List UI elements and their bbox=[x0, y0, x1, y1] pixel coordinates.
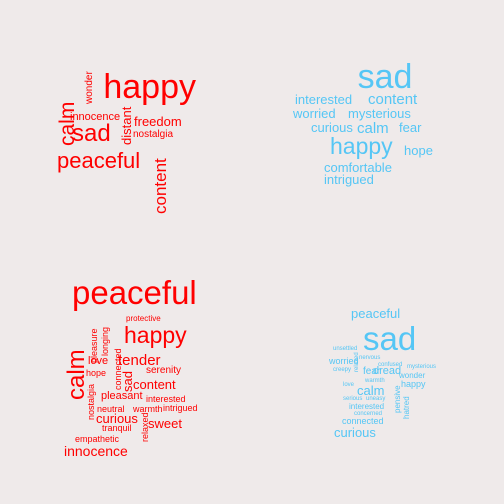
word-hatred: hatred bbox=[402, 396, 411, 419]
word-content: content bbox=[133, 377, 176, 392]
word-confused: confused bbox=[378, 362, 402, 368]
word-peaceful: peaceful bbox=[57, 148, 140, 173]
word-nostalgia: nostalgia bbox=[86, 384, 96, 420]
word-happy: happy bbox=[124, 322, 187, 348]
word-happy: happy bbox=[401, 379, 426, 389]
word-warmth: warmth bbox=[132, 404, 163, 414]
word-peaceful: peaceful bbox=[72, 274, 197, 311]
word-unsettled: unsettled bbox=[333, 346, 357, 352]
word-nervous: nervous bbox=[359, 355, 380, 361]
word-wonder: wonder bbox=[84, 71, 95, 105]
word-calm: calm bbox=[56, 102, 79, 146]
word-calm: calm bbox=[357, 120, 389, 137]
word-dread: dread bbox=[373, 365, 401, 377]
word-pleasant: pleasant bbox=[101, 390, 143, 402]
word-protective: protective bbox=[126, 314, 161, 323]
word-nostalgia: nostalgia bbox=[133, 129, 173, 140]
word-content: content bbox=[151, 158, 170, 214]
word-pleasure: pleasure bbox=[89, 328, 99, 363]
word-fear: fear bbox=[363, 366, 381, 377]
word-interested: interested bbox=[146, 394, 186, 404]
word-curious: curious bbox=[96, 411, 138, 426]
word-creepy: creepy bbox=[333, 367, 351, 373]
word-longing: longing bbox=[100, 327, 110, 356]
word-warmth: warmth bbox=[364, 378, 385, 384]
word-neutral: neutral bbox=[97, 404, 125, 414]
word-intrigued: intrigued bbox=[163, 403, 198, 413]
wordcloud-panel-top-right: sad interested content worried mysteriouscur… bbox=[292, 58, 433, 187]
word-sad: sad bbox=[72, 120, 111, 147]
word-sad: sad bbox=[358, 58, 413, 96]
word-relaxed: relaxed bbox=[354, 352, 360, 372]
word-sad: sad bbox=[363, 320, 416, 357]
word-serious: serious bbox=[343, 396, 362, 402]
word-love: love bbox=[343, 382, 355, 388]
word-innocence: innocence bbox=[70, 111, 120, 123]
word-mysterious: mysterious bbox=[407, 364, 436, 370]
word-interested: interested bbox=[349, 402, 384, 411]
word-love: love bbox=[88, 355, 108, 367]
word-innocence: innocence bbox=[64, 443, 128, 459]
word-mysterious: mysterious bbox=[348, 106, 411, 121]
word-peaceful: peaceful bbox=[351, 306, 400, 321]
word-intrigued: intrigued bbox=[324, 172, 374, 187]
word-tender: tender bbox=[118, 352, 161, 369]
word-curious: curious bbox=[334, 425, 376, 440]
word-freedom: freedom bbox=[134, 114, 182, 129]
word-comfortable: comfortable bbox=[324, 160, 392, 175]
word-hope: hope bbox=[404, 143, 433, 158]
word-fear: fear bbox=[399, 120, 422, 135]
word-calm: calm bbox=[63, 349, 90, 400]
word-happy: happy bbox=[103, 68, 196, 106]
word-uneasy: uneasy bbox=[366, 396, 385, 402]
word-distant: distant bbox=[119, 106, 134, 145]
word-curious: curious bbox=[311, 120, 353, 135]
word-relaxed: relaxed bbox=[140, 412, 150, 442]
word-sweet: sweet bbox=[148, 416, 182, 431]
word-calm: calm bbox=[357, 383, 384, 398]
word-happy: happy bbox=[330, 133, 393, 159]
word-tranquil: tranquil bbox=[102, 423, 132, 433]
word-interested: interested bbox=[295, 92, 352, 107]
word-hope: hope bbox=[86, 368, 106, 378]
word-connected: connected bbox=[113, 348, 123, 390]
word-worried: worried bbox=[292, 106, 336, 121]
word-wonder: wonder bbox=[398, 371, 426, 380]
word-sad: sad bbox=[120, 371, 135, 392]
word-serenity: serenity bbox=[146, 365, 181, 376]
word-pensive: pensive bbox=[393, 385, 402, 413]
word-worried: worried bbox=[328, 356, 359, 366]
word-content: content bbox=[368, 91, 418, 108]
word-empathetic: empathetic bbox=[75, 434, 120, 444]
word-connected: connected bbox=[342, 416, 384, 426]
word-concerned: concerned bbox=[354, 411, 382, 417]
